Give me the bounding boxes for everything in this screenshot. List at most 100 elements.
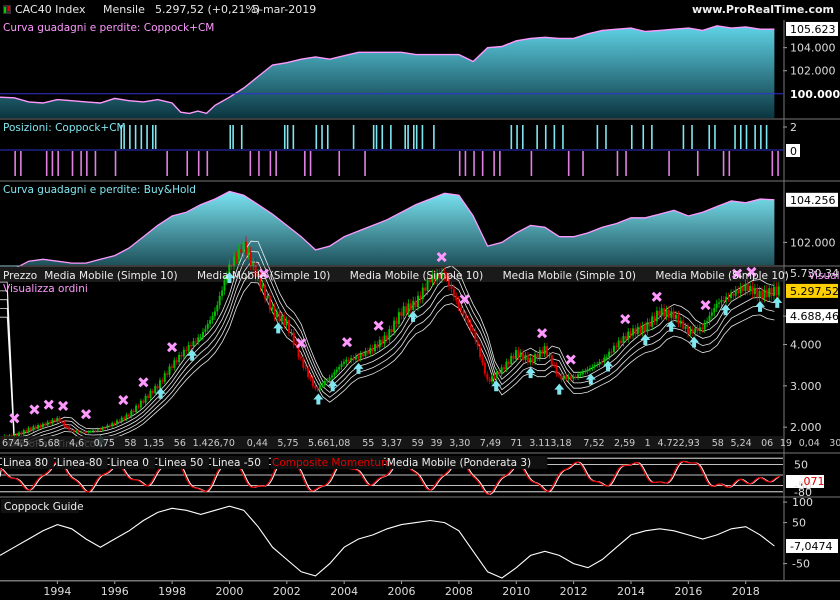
candle-body bbox=[51, 419, 54, 424]
axis-tick-label: Media Mobile (Simple 10) bbox=[503, 270, 636, 282]
candle-body bbox=[357, 356, 360, 359]
axis-tick-label: Curva guadagni e perdite: Buy&Hold bbox=[3, 184, 196, 196]
candle-body bbox=[421, 287, 424, 300]
candle-body bbox=[612, 345, 615, 353]
candle-body bbox=[503, 367, 506, 370]
candle-body bbox=[237, 249, 240, 259]
short-position-bar bbox=[364, 151, 366, 176]
candle-body bbox=[567, 376, 570, 380]
candle-body bbox=[428, 279, 431, 283]
candle-body bbox=[722, 300, 725, 302]
last-value-tag bbox=[786, 144, 800, 157]
candle-body bbox=[462, 310, 465, 316]
candle-body bbox=[658, 310, 661, 316]
candle-body bbox=[168, 366, 171, 375]
legend-bg bbox=[211, 456, 269, 469]
candle-body bbox=[629, 331, 632, 336]
candle-body bbox=[445, 276, 448, 278]
candle-body bbox=[744, 283, 747, 292]
candle-body bbox=[450, 286, 453, 289]
candle-body bbox=[624, 336, 627, 340]
time-label: 2006 bbox=[388, 585, 416, 598]
candle-body bbox=[610, 351, 613, 353]
symbol-name[interactable]: CAC40 Index bbox=[15, 3, 86, 16]
long-position-bar bbox=[381, 125, 384, 149]
candle-body bbox=[170, 366, 173, 368]
candle-body bbox=[541, 350, 544, 354]
long-position-bar bbox=[553, 125, 556, 149]
candle-body bbox=[304, 367, 307, 369]
candle-body bbox=[364, 350, 367, 357]
candle-body bbox=[600, 361, 603, 363]
candle-body bbox=[280, 315, 283, 322]
moving-average-line bbox=[0, 282, 775, 447]
short-position-bar bbox=[86, 151, 88, 176]
candle-body bbox=[510, 355, 513, 365]
long-position-bar bbox=[321, 125, 323, 149]
sell-order-marker bbox=[700, 299, 711, 311]
candle-body bbox=[483, 362, 486, 374]
candle-body bbox=[347, 359, 350, 361]
candle-body bbox=[407, 303, 410, 313]
long-position-bar bbox=[407, 125, 409, 149]
axis-tick-label: 71 bbox=[510, 438, 522, 449]
chart-settings-icon[interactable] bbox=[3, 5, 11, 14]
time-label: 2002 bbox=[273, 585, 301, 598]
axis-tick-label: 5.297,52 bbox=[790, 285, 839, 298]
candle-body bbox=[718, 302, 721, 304]
candle-body bbox=[460, 307, 463, 311]
axis-tick-label: 1 bbox=[645, 438, 651, 449]
candle-body bbox=[130, 410, 133, 417]
sell-order-marker bbox=[565, 354, 576, 365]
sell-order-marker bbox=[118, 395, 129, 406]
period-label[interactable]: Mensile bbox=[103, 3, 145, 16]
candle-body bbox=[481, 357, 484, 363]
long-position-bar bbox=[229, 125, 232, 149]
axis-tick-label: Prezzo bbox=[3, 270, 37, 282]
candle-body bbox=[330, 375, 333, 378]
site-logo: www.ProRealTime.com bbox=[691, 3, 834, 16]
candle-body bbox=[192, 341, 195, 347]
candle-body bbox=[440, 272, 443, 279]
candle-body bbox=[749, 285, 752, 292]
time-label: 2014 bbox=[617, 585, 645, 598]
axis-tick-label: 39 bbox=[430, 438, 442, 449]
sell-order-marker bbox=[620, 314, 631, 325]
axis-tick-label: 5.661,08 bbox=[308, 438, 350, 449]
long-position-bar bbox=[415, 125, 418, 149]
candle-body bbox=[433, 274, 436, 281]
candle-body bbox=[739, 287, 742, 294]
short-position-bar bbox=[197, 151, 200, 176]
short-position-bar bbox=[304, 151, 306, 176]
candle-body bbox=[104, 427, 107, 429]
candle-body bbox=[264, 284, 267, 299]
candle-body bbox=[569, 376, 572, 379]
candle-body bbox=[44, 423, 47, 426]
candle-body bbox=[491, 376, 494, 382]
candle-body bbox=[424, 287, 427, 291]
long-position-bar bbox=[708, 125, 711, 149]
long-position-bar bbox=[651, 125, 653, 149]
candle-body bbox=[115, 420, 118, 425]
buy-order-arrow bbox=[408, 310, 419, 322]
axis-tick-label: 100 bbox=[792, 496, 813, 509]
time-label: 1996 bbox=[101, 585, 129, 598]
long-position-bar bbox=[760, 125, 762, 149]
axis-tick-label: 3,30 bbox=[449, 438, 470, 449]
candle-body bbox=[517, 350, 520, 358]
candle-body bbox=[101, 427, 104, 430]
time-label: 2000 bbox=[215, 585, 243, 598]
candle-body bbox=[706, 321, 709, 324]
candle-body bbox=[486, 373, 489, 380]
candle-body bbox=[352, 358, 355, 360]
candle-body bbox=[383, 335, 386, 344]
candle-body bbox=[96, 429, 99, 431]
axis-tick-label: 59 bbox=[412, 438, 424, 449]
candle-body bbox=[156, 386, 159, 389]
long-position-bar bbox=[562, 125, 564, 149]
candle-body bbox=[663, 308, 666, 317]
sell-order-marker bbox=[167, 342, 178, 353]
buy-order-arrow bbox=[554, 383, 565, 395]
candle-body bbox=[727, 296, 730, 298]
legend-bg bbox=[109, 456, 156, 469]
